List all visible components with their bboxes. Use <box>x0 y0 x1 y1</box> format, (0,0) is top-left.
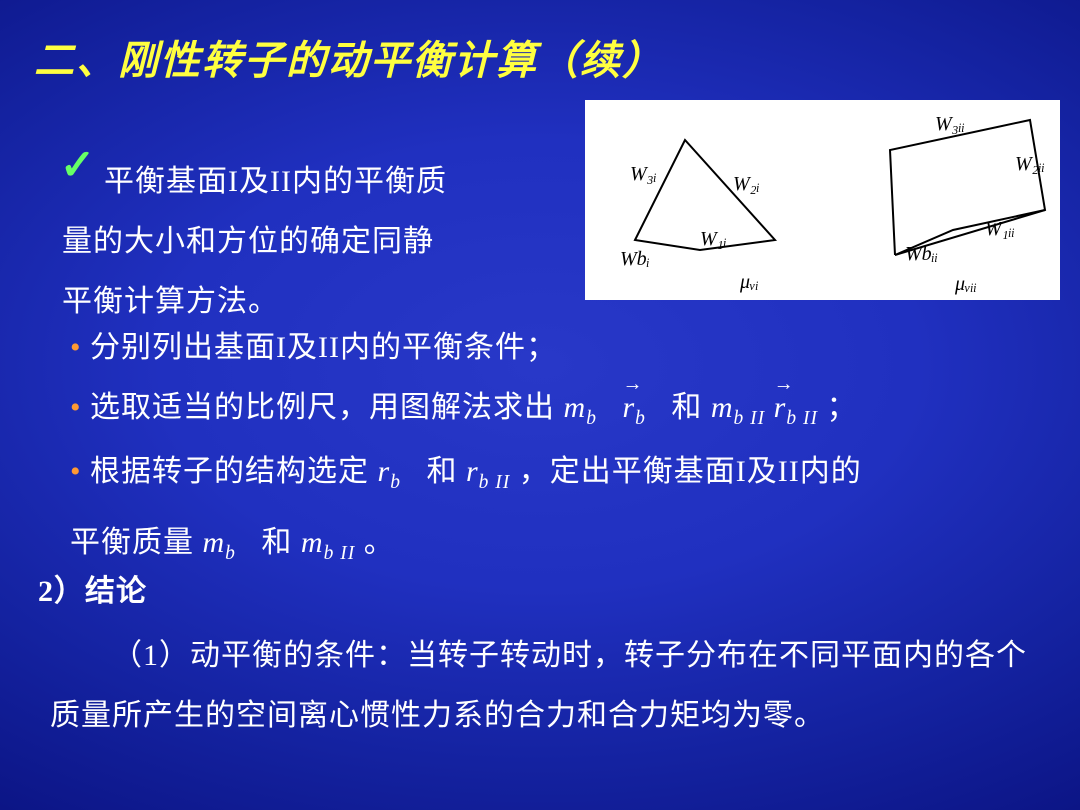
bullet1-text: 分别列出基面I及II内的平衡条件； <box>90 331 557 364</box>
bullet-icon: • <box>70 331 82 364</box>
para1-line1: 平衡基面I及II内的平衡质 <box>104 165 447 198</box>
bullet3-d: 平衡质量 <box>70 526 194 559</box>
paragraph-1: 平衡基面I及II内的平衡质 量的大小和方位的确定同静 平衡计算方法。 <box>62 152 492 332</box>
lbl-mui: μᵥᵢ <box>739 271 759 293</box>
lbl-wbi: Wbᵢ <box>620 248 650 270</box>
vector-diagram: W₃ᵢ W₂ᵢ W₁ᵢ Wbᵢ μᵥᵢ W₃ᵢᵢ W₂ᵢᵢ W₁ᵢᵢ Wbᵢᵢ … <box>585 100 1060 300</box>
bullet3-e: 和 <box>261 526 292 559</box>
conclusion-text: （1）动平衡的条件：当转子转动时，转子分布在不同平面内的各个质量所产生的空间离心… <box>50 639 1027 732</box>
bullet2-c: ； <box>826 391 857 424</box>
bullet2-a: 选取适当的比例尺，用图解法求出 <box>90 391 555 424</box>
bullet3-a: 根据转子的结构选定 <box>90 455 369 488</box>
para1-line2: 量的大小和方位的确定同静 <box>62 225 434 258</box>
bullet3-c: ，定出平衡基面I及II内的 <box>519 455 862 488</box>
section-2-heading: 2）结论 <box>38 566 147 610</box>
lbl-muii: μᵥᵢᵢ <box>954 273 977 295</box>
para1-line3: 平衡计算方法。 <box>62 285 279 318</box>
bullet-3: • 根据转子的结构选定 rb 和 rb II ，定出平衡基面I及II内的 平衡质… <box>70 442 1030 584</box>
bullet-2: • 选取适当的比例尺，用图解法求出 mb rb 和 mb II rb II ； <box>70 382 857 430</box>
lbl-w2i: W₂ᵢ <box>733 173 760 195</box>
lbl-w1i: W₁ᵢ <box>700 228 727 250</box>
slide: 二、刚性转子的动平衡计算（续） W₃ᵢ W₂ᵢ W₁ᵢ Wbᵢ μᵥᵢ W₃ᵢᵢ… <box>0 0 1080 810</box>
lbl-wbii: Wbᵢᵢ <box>905 243 938 265</box>
bullet-icon: • <box>70 391 82 424</box>
bullet3-f: 。 <box>364 526 395 559</box>
bullet-1: • 分别列出基面I及II内的平衡条件； <box>70 322 557 366</box>
lbl-w3i: W₃ᵢ <box>630 163 657 185</box>
bullet3-b: 和 <box>426 455 457 488</box>
bullet-icon: • <box>70 455 82 488</box>
slide-title: 二、刚性转子的动平衡计算（续） <box>34 28 664 86</box>
lbl-w3ii: W₃ᵢᵢ <box>935 113 965 135</box>
conclusion-paragraph: （1）动平衡的条件：当转子转动时，转子分布在不同平面内的各个质量所产生的空间离心… <box>50 626 1030 746</box>
lbl-w1ii: W₁ᵢᵢ <box>985 218 1015 240</box>
lbl-w2ii: W₂ᵢᵢ <box>1015 153 1045 175</box>
bullet2-b: 和 <box>671 391 702 424</box>
